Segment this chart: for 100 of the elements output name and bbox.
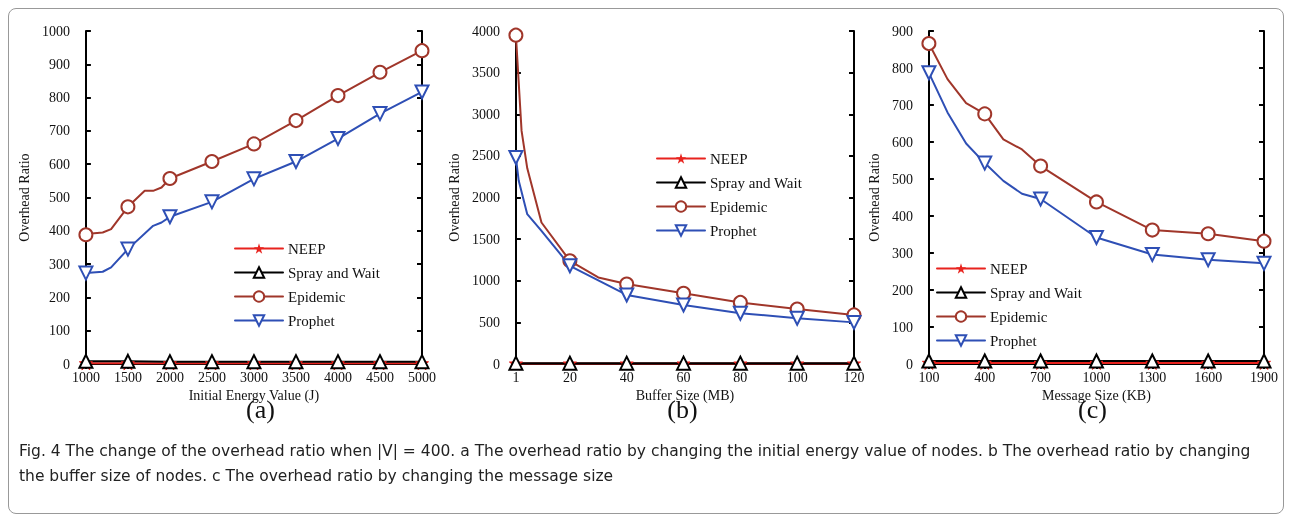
x-tick-label: 3000 (239, 369, 268, 385)
y-tick-label: 0 (62, 356, 70, 372)
legend-label: Prophet (288, 312, 336, 329)
y-tick-label: 100 (891, 319, 913, 335)
legend-label: NEEP (710, 150, 748, 167)
y-tick-label: 3000 (471, 106, 500, 122)
y-tick-label: 1000 (41, 23, 70, 39)
legend-label: Spray and Wait (990, 284, 1083, 301)
y-tick-label: 300 (891, 245, 913, 261)
point (1088, 229, 1104, 245)
point (120, 199, 136, 215)
x-tick-label: 4500 (365, 369, 394, 385)
point (508, 150, 524, 166)
x-tick-label: 1000 (71, 369, 100, 385)
y-tick-label: 800 (48, 90, 70, 106)
y-tick-label: 500 (48, 190, 70, 205)
x-tick-label: 5000 (408, 369, 436, 385)
x-tick-label: 40 (619, 369, 634, 385)
y-tick-label: 300 (48, 256, 70, 272)
x-tick-label: 1 (512, 369, 520, 385)
point (78, 265, 94, 281)
x-tick-label: 1500 (113, 369, 142, 385)
y-tick-label: 900 (891, 23, 913, 39)
legend-label: NEEP (990, 260, 1028, 277)
point (1144, 246, 1160, 262)
y-tick-label: 1000 (471, 273, 500, 289)
x-tick-label: 100 (786, 369, 808, 385)
y-tick-label: 800 (891, 60, 913, 76)
y-tick-label: 700 (48, 123, 70, 139)
y-axis-title: Overhead Ratio (16, 153, 32, 242)
point (414, 43, 430, 59)
y-tick-label: 0 (492, 356, 500, 372)
point (120, 241, 136, 257)
point (789, 310, 805, 326)
point (921, 65, 937, 81)
point (1200, 252, 1216, 268)
x-tick-label: 400 (974, 369, 996, 385)
point (508, 27, 524, 43)
x-tick-label: 80 (733, 369, 748, 385)
point (562, 258, 578, 274)
point (619, 287, 635, 303)
point (1256, 233, 1272, 249)
point (846, 314, 862, 330)
x-tick-label: 2500 (197, 369, 226, 385)
caption: Fig. 4 The change of the overhead ratio when |V| = 400. a The overhead ratio by changing the initial energy value of nodes. b The overhead ratio by changing the buffer size of nodes. c The overhead ratio by changing the message size (19, 441, 1252, 487)
x-tick-label: 4000 (323, 369, 352, 385)
point (1144, 222, 1160, 238)
y-tick-label: 1500 (471, 231, 500, 247)
point (732, 305, 748, 321)
x-tick-label: 1900 (1250, 369, 1278, 385)
legend-label: Spray and Wait (288, 264, 381, 281)
legend-label: Epidemic (990, 308, 1048, 325)
legend-label: Prophet (990, 332, 1038, 349)
y-tick-label: 600 (891, 134, 913, 150)
point (330, 88, 346, 104)
point (372, 106, 388, 122)
point (330, 131, 346, 147)
x-tick-label: 60 (676, 369, 691, 385)
y-tick-label: 200 (48, 289, 70, 305)
y-tick-label: 400 (48, 223, 70, 239)
point (288, 154, 304, 170)
y-tick-label: 2500 (471, 148, 500, 164)
point (1033, 158, 1049, 174)
y-axis-title: Overhead Ratio (866, 153, 882, 242)
y-tick-label: 700 (891, 97, 913, 113)
point (1256, 255, 1272, 271)
y-tick-label: 500 (478, 314, 500, 330)
point (288, 113, 304, 129)
legend-label: Epidemic (288, 288, 346, 305)
y-tick-label: 500 (891, 171, 913, 187)
point (162, 171, 178, 187)
legend-label: NEEP (288, 240, 326, 257)
legend-label: Spray and Wait (710, 174, 803, 191)
point (162, 209, 178, 225)
x-tick-label: 3500 (281, 369, 310, 385)
y-axis-title: Overhead Ratio (446, 153, 462, 242)
y-tick-label: 4000 (471, 23, 500, 39)
y-tick-label: 600 (48, 156, 70, 172)
point (204, 154, 220, 170)
x-tick-label: 2000 (155, 369, 184, 385)
x-tick-label: 1300 (1138, 369, 1167, 385)
y-tick-label: 200 (891, 282, 913, 298)
x-tick-label: 100 (918, 369, 940, 385)
y-tick-label: 100 (48, 323, 70, 339)
point (921, 36, 937, 52)
x-tick-label: 700 (1030, 369, 1052, 385)
point (414, 84, 430, 100)
y-tick-label: 2000 (471, 190, 500, 205)
point (204, 194, 220, 210)
point (977, 106, 993, 122)
point (1088, 194, 1104, 210)
y-tick-label: 900 (48, 56, 70, 72)
point (977, 155, 993, 171)
point (372, 64, 388, 80)
y-tick-label: 3500 (471, 65, 500, 81)
point (246, 171, 262, 187)
x-tick-label: 1600 (1194, 369, 1223, 385)
y-tick-label: 0 (905, 356, 913, 372)
y-tick-label: 400 (891, 208, 913, 224)
point (78, 227, 94, 243)
